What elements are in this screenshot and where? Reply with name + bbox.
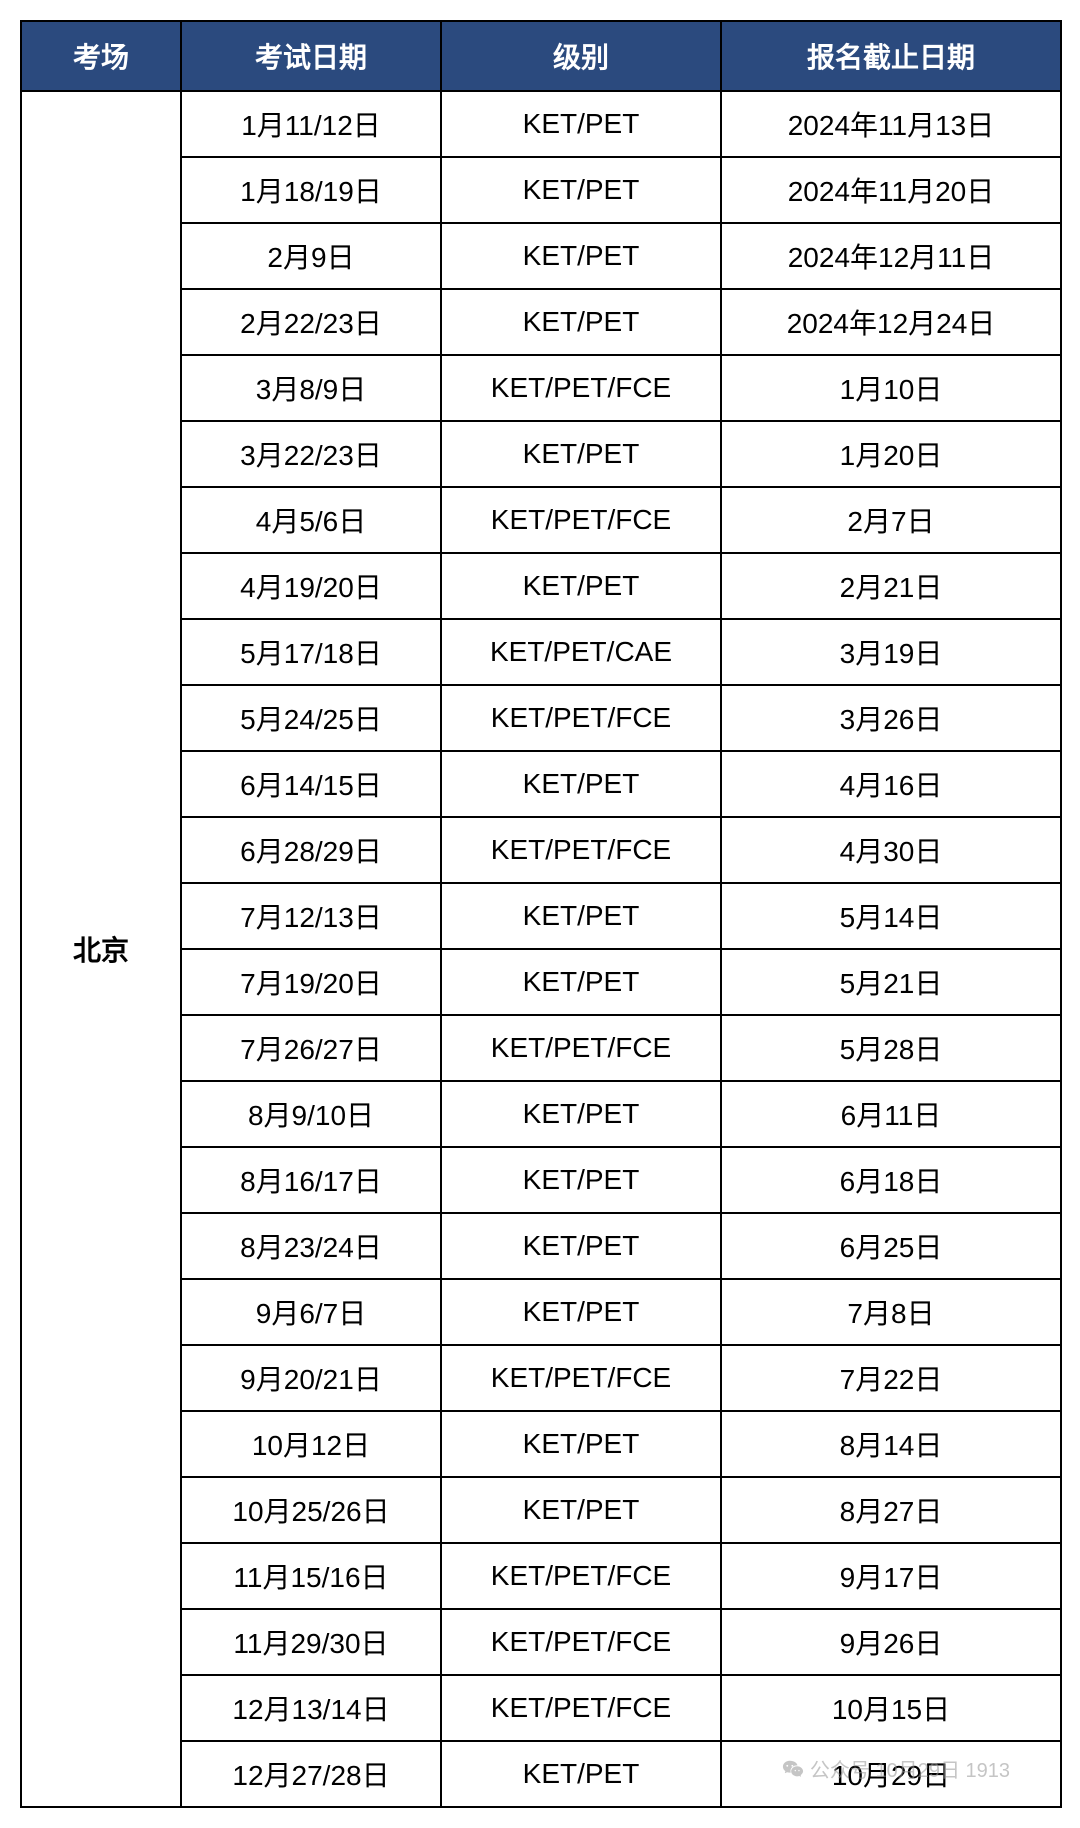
cell-level: KET/PET/FCE	[441, 1345, 721, 1411]
cell-exam-date: 7月26/27日	[181, 1015, 441, 1081]
cell-exam-date: 7月19/20日	[181, 949, 441, 1015]
cell-exam-date: 4月5/6日	[181, 487, 441, 553]
cell-exam-date: 9月6/7日	[181, 1279, 441, 1345]
cell-deadline: 7月8日	[721, 1279, 1061, 1345]
cell-exam-date: 8月9/10日	[181, 1081, 441, 1147]
cell-level: KET/PET	[441, 421, 721, 487]
cell-level: KET/PET	[441, 1213, 721, 1279]
col-header-venue: 考场	[21, 21, 181, 91]
cell-exam-date: 3月8/9日	[181, 355, 441, 421]
table-row: 北京1月11/12日KET/PET2024年11月13日	[21, 91, 1061, 157]
cell-deadline: 1月10日	[721, 355, 1061, 421]
cell-deadline: 5月14日	[721, 883, 1061, 949]
cell-exam-date: 4月19/20日	[181, 553, 441, 619]
cell-level: KET/PET/FCE	[441, 487, 721, 553]
cell-exam-date: 2月22/23日	[181, 289, 441, 355]
exam-schedule-table: 考场 考试日期 级别 报名截止日期 北京1月11/12日KET/PET2024年…	[20, 20, 1062, 1808]
cell-exam-date: 7月12/13日	[181, 883, 441, 949]
cell-deadline: 4月16日	[721, 751, 1061, 817]
col-header-exam-date: 考试日期	[181, 21, 441, 91]
cell-level: KET/PET	[441, 1081, 721, 1147]
cell-deadline: 8月14日	[721, 1411, 1061, 1477]
cell-level: KET/PET/CAE	[441, 619, 721, 685]
cell-deadline: 9月26日	[721, 1609, 1061, 1675]
cell-deadline: 2024年12月11日	[721, 223, 1061, 289]
cell-exam-date: 6月14/15日	[181, 751, 441, 817]
cell-level: KET/PET	[441, 1411, 721, 1477]
cell-deadline: 3月26日	[721, 685, 1061, 751]
cell-exam-date: 3月22/23日	[181, 421, 441, 487]
cell-level: KET/PET	[441, 751, 721, 817]
cell-level: KET/PET	[441, 883, 721, 949]
cell-deadline: 2月7日	[721, 487, 1061, 553]
cell-exam-date: 11月29/30日	[181, 1609, 441, 1675]
cell-deadline: 8月27日	[721, 1477, 1061, 1543]
cell-deadline: 6月25日	[721, 1213, 1061, 1279]
cell-exam-date: 12月27/28日	[181, 1741, 441, 1807]
cell-deadline: 2024年12月24日	[721, 289, 1061, 355]
cell-deadline: 5月28日	[721, 1015, 1061, 1081]
cell-exam-date: 2月9日	[181, 223, 441, 289]
cell-deadline: 9月17日	[721, 1543, 1061, 1609]
cell-level: KET/PET	[441, 157, 721, 223]
cell-exam-date: 10月25/26日	[181, 1477, 441, 1543]
cell-deadline: 3月19日	[721, 619, 1061, 685]
cell-deadline: 2月21日	[721, 553, 1061, 619]
col-header-deadline: 报名截止日期	[721, 21, 1061, 91]
cell-level: KET/PET/FCE	[441, 1609, 721, 1675]
cell-venue: 北京	[21, 91, 181, 1807]
cell-level: KET/PET	[441, 1279, 721, 1345]
cell-deadline: 5月21日	[721, 949, 1061, 1015]
cell-deadline: 10月29日	[721, 1741, 1061, 1807]
cell-deadline: 2024年11月13日	[721, 91, 1061, 157]
cell-deadline: 6月18日	[721, 1147, 1061, 1213]
cell-level: KET/PET	[441, 1477, 721, 1543]
cell-level: KET/PET/FCE	[441, 355, 721, 421]
cell-level: KET/PET	[441, 553, 721, 619]
cell-level: KET/PET	[441, 91, 721, 157]
cell-deadline: 10月15日	[721, 1675, 1061, 1741]
cell-level: KET/PET/FCE	[441, 1675, 721, 1741]
cell-exam-date: 10月12日	[181, 1411, 441, 1477]
cell-exam-date: 1月11/12日	[181, 91, 441, 157]
cell-exam-date: 5月24/25日	[181, 685, 441, 751]
cell-level: KET/PET/FCE	[441, 817, 721, 883]
cell-exam-date: 1月18/19日	[181, 157, 441, 223]
table-header: 考场 考试日期 级别 报名截止日期	[21, 21, 1061, 91]
cell-level: KET/PET	[441, 223, 721, 289]
cell-exam-date: 5月17/18日	[181, 619, 441, 685]
cell-level: KET/PET	[441, 1147, 721, 1213]
cell-level: KET/PET	[441, 1741, 721, 1807]
cell-deadline: 7月22日	[721, 1345, 1061, 1411]
cell-exam-date: 8月23/24日	[181, 1213, 441, 1279]
page-container: 考场 考试日期 级别 报名截止日期 北京1月11/12日KET/PET2024年…	[20, 20, 1060, 1808]
cell-level: KET/PET/FCE	[441, 1543, 721, 1609]
col-header-level: 级别	[441, 21, 721, 91]
cell-exam-date: 6月28/29日	[181, 817, 441, 883]
cell-exam-date: 11月15/16日	[181, 1543, 441, 1609]
cell-deadline: 4月30日	[721, 817, 1061, 883]
cell-deadline: 2024年11月20日	[721, 157, 1061, 223]
cell-deadline: 6月11日	[721, 1081, 1061, 1147]
cell-exam-date: 8月16/17日	[181, 1147, 441, 1213]
cell-level: KET/PET	[441, 289, 721, 355]
cell-level: KET/PET/FCE	[441, 1015, 721, 1081]
cell-exam-date: 12月13/14日	[181, 1675, 441, 1741]
table-body: 北京1月11/12日KET/PET2024年11月13日1月18/19日KET/…	[21, 91, 1061, 1807]
cell-exam-date: 9月20/21日	[181, 1345, 441, 1411]
cell-level: KET/PET/FCE	[441, 685, 721, 751]
cell-level: KET/PET	[441, 949, 721, 1015]
cell-deadline: 1月20日	[721, 421, 1061, 487]
